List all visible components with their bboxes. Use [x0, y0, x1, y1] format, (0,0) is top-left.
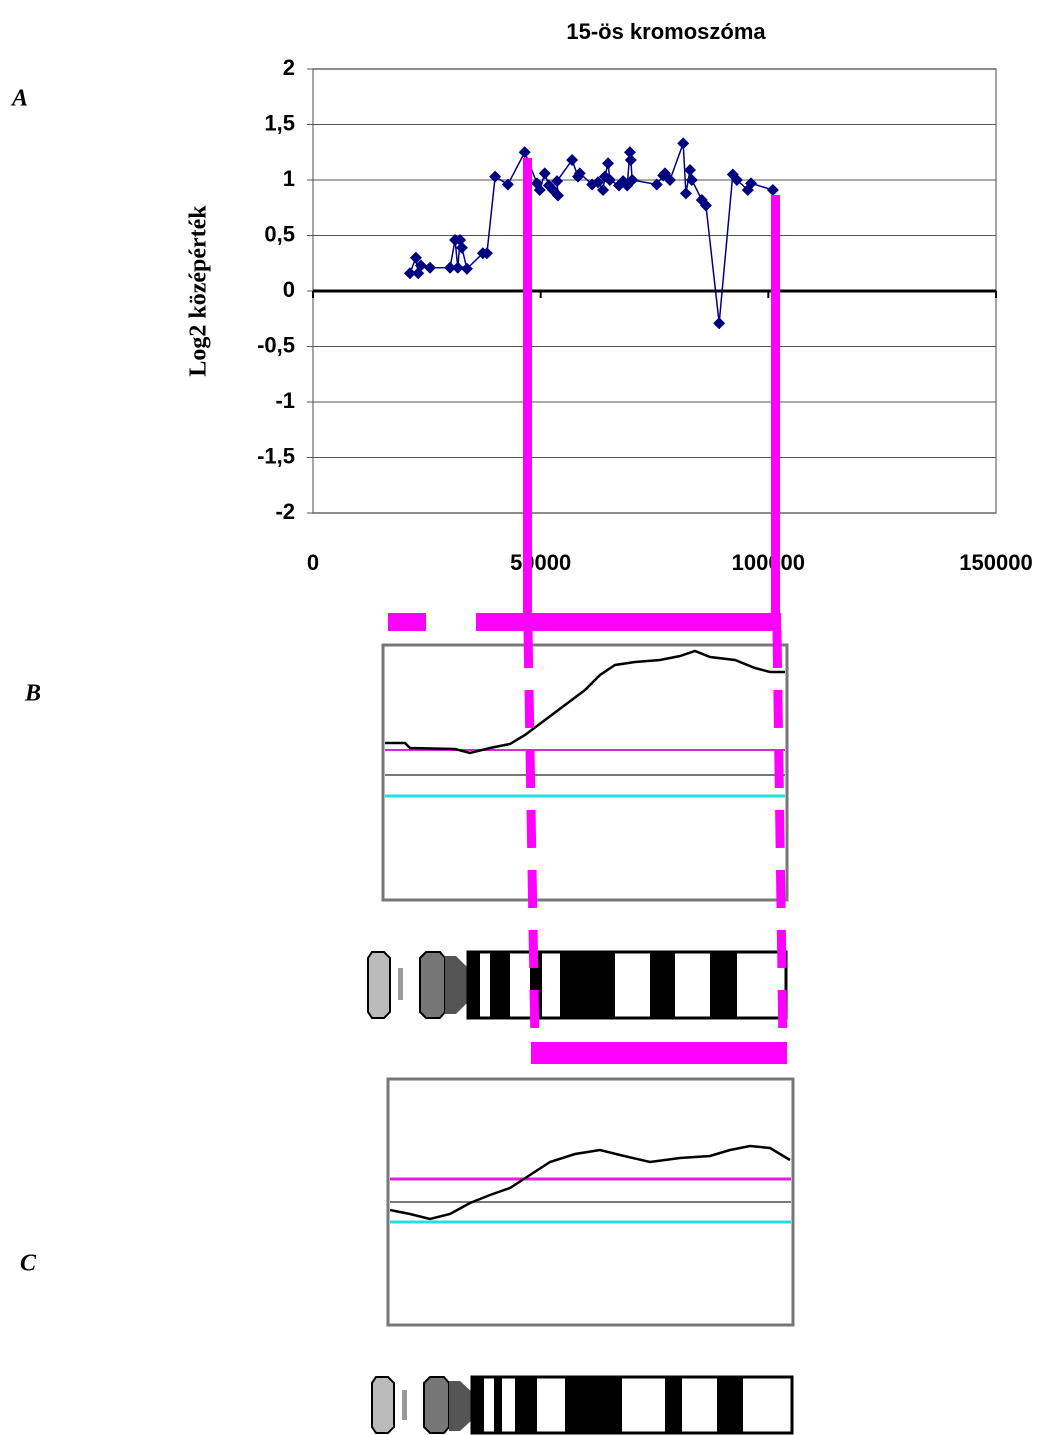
data-point: [766, 183, 779, 196]
y-tick-label: -1,5: [257, 443, 295, 468]
data-point: [699, 199, 712, 212]
data-point: [679, 187, 692, 200]
data-point: [501, 178, 514, 191]
data-point: [480, 247, 493, 260]
data-point: [745, 177, 758, 190]
x-tick-label: 100000: [732, 550, 805, 575]
data-point: [489, 170, 502, 183]
region-marker: [523, 629, 788, 1046]
y-tick-label: -1: [275, 388, 295, 413]
plot-area: -2 -1,5 -1 -0,5 0 0,5 1 1,5 2 0 50000 100000 150000: [257, 55, 1033, 575]
y-tick-label: 2: [283, 55, 295, 80]
ideogram: [367, 950, 788, 1020]
y-tick-label: 0,5: [264, 221, 295, 246]
panel-label: C: [20, 1251, 37, 1277]
data-point: [551, 175, 564, 188]
x-tick-label: 50000: [510, 550, 571, 575]
region-marker: [388, 158, 787, 1064]
data-point: [730, 174, 743, 186]
profile-box: [381, 643, 789, 902]
ideogram: [371, 1375, 794, 1435]
data-point: [409, 251, 422, 264]
y-tick-label: -0,5: [257, 332, 295, 357]
data-point: [518, 146, 531, 159]
y-tick-label: 1,5: [264, 110, 295, 135]
data-point: [624, 154, 637, 167]
y-tick-label: 1: [283, 166, 295, 191]
data-point: [623, 146, 636, 159]
data-point: [451, 261, 464, 274]
y-tick-label: -2: [275, 499, 295, 524]
profile-curve: [389, 1144, 791, 1221]
panel-label: B: [24, 681, 41, 707]
data-point: [573, 167, 586, 180]
y-tick-label: 0: [283, 277, 295, 302]
data-point: [538, 167, 551, 180]
data-point: [663, 174, 676, 186]
data-point: [650, 178, 663, 191]
y-axis-label: Log2 középérték: [186, 205, 212, 377]
data-point: [551, 189, 564, 202]
chart-title: 15-ös kromoszóma: [566, 19, 766, 44]
profile-curve: [385, 649, 785, 755]
data-point: [597, 183, 610, 196]
data-point: [603, 174, 616, 186]
data-point: [684, 164, 697, 177]
data-point: [460, 262, 473, 275]
data-point: [424, 261, 437, 274]
data-point: [566, 154, 579, 167]
data-point: [444, 261, 457, 274]
panel-b: [381, 643, 789, 902]
x-tick-label: 150000: [959, 550, 1032, 575]
data-point: [602, 157, 615, 170]
data-point: [455, 241, 468, 254]
data-point: [713, 317, 726, 330]
x-tick-label: 0: [307, 550, 319, 575]
data-point: [677, 137, 690, 150]
data-point: [626, 174, 639, 186]
panel-label: A: [10, 86, 28, 112]
data-point: [403, 267, 416, 280]
data-point: [533, 183, 546, 196]
data-point: [414, 259, 427, 272]
data-point: [592, 176, 605, 189]
profile-box: [386, 1077, 795, 1327]
data-point: [685, 174, 698, 186]
panel-c: [386, 1077, 795, 1327]
